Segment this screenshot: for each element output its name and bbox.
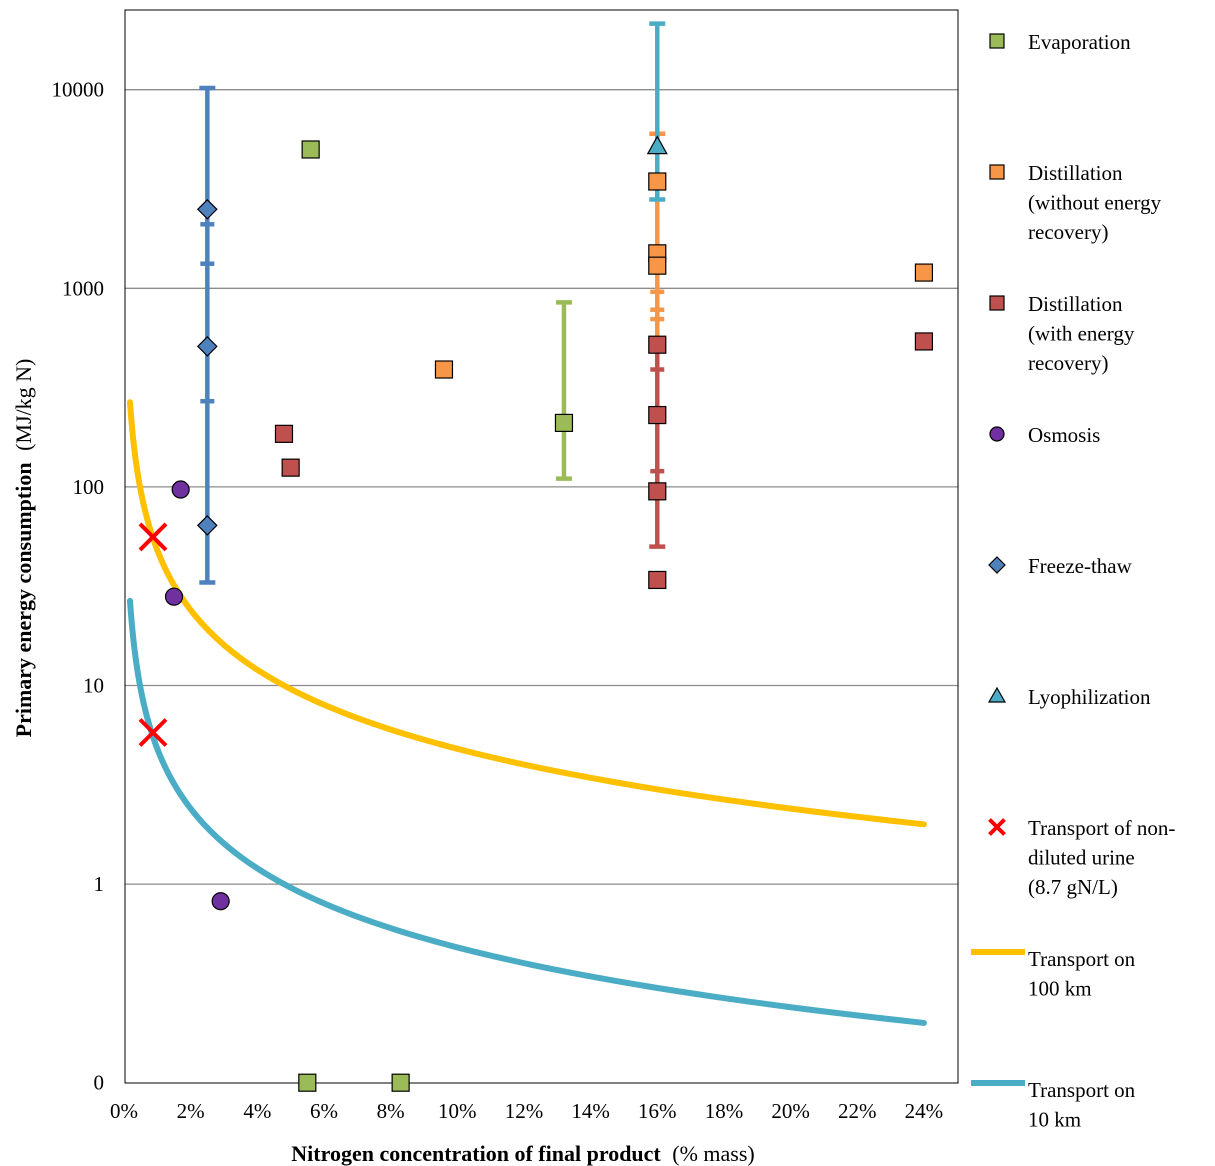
x-tick-label: 2%	[177, 1099, 205, 1123]
legend-swatch	[989, 164, 1005, 180]
data-point	[648, 482, 667, 501]
y-tick-label: 100	[73, 475, 105, 499]
data-point	[648, 256, 667, 275]
x-tick-label: 6%	[310, 1099, 338, 1123]
data-point	[196, 515, 218, 536]
y-axis-title-unit: (MJ/kg N)	[11, 359, 36, 451]
data-point	[298, 1073, 317, 1092]
data-point	[274, 424, 294, 443]
legend-entry: Transport on 100 km	[971, 947, 1136, 1001]
legend-swatch	[989, 33, 1005, 49]
x-axis-tick-labels: 0% 2% 4% 6% 8% 10% 12% 14% 16% 18% 20% 22% 24%	[110, 1099, 943, 1123]
data-point	[211, 892, 230, 911]
x-stroke	[138, 522, 168, 552]
legend-entry: Transport on 10 km	[971, 1078, 1136, 1132]
data-point	[914, 263, 934, 282]
series-curve	[127, 597, 927, 1026]
data-markers	[138, 135, 934, 1092]
data-point	[196, 198, 218, 220]
legend-swatch	[988, 818, 1006, 836]
legend-swatch	[989, 426, 1005, 442]
y-axis-title: Primary energy consumption (MJ/kg N)	[11, 359, 36, 738]
y-tick-label: 0	[94, 1071, 105, 1095]
x-tick-label: 16%	[638, 1099, 677, 1123]
x-tick-label: 8%	[377, 1099, 405, 1123]
x-tick-label: 12%	[505, 1099, 544, 1123]
x-tick-label: 4%	[243, 1099, 271, 1123]
x-axis-title-unit: (% mass)	[672, 1141, 754, 1166]
legend-swatch	[987, 686, 1007, 703]
y-tick-label: 10	[83, 674, 104, 698]
data-point	[434, 360, 454, 379]
legend-label: Osmosis	[1028, 423, 1100, 447]
data-point	[914, 332, 934, 351]
legend-entry: Osmosis	[989, 423, 1100, 447]
data-point	[648, 172, 667, 191]
data-point	[138, 522, 168, 552]
legend-label: Freeze-thaw	[1028, 554, 1133, 578]
legend-label: Evaporation	[1028, 30, 1131, 54]
legend-swatch	[989, 295, 1005, 311]
gridlines	[125, 89, 958, 885]
legend-entry: Distillation (with energy recovery)	[989, 292, 1135, 375]
legend-label: 10 km	[1028, 1108, 1081, 1132]
legend-swatch	[988, 556, 1006, 574]
legend-label: 100 km	[1028, 977, 1092, 1001]
legend-label: Distillation	[1028, 292, 1123, 316]
transport-curves	[127, 399, 927, 1026]
legend-entry: Freeze-thaw	[988, 554, 1133, 578]
x-axis-title-main: Nitrogen concentration of final product	[291, 1141, 661, 1166]
legend-label: Transport on	[1028, 947, 1136, 971]
legend-entry: Transport of non-diluted urine (8.7 gN/L)	[988, 816, 1175, 899]
y-axis-tick-labels: 0 1 10 100 1000 10000	[52, 78, 105, 1095]
legend-label: recovery)	[1028, 351, 1108, 375]
data-point	[138, 718, 168, 747]
y-axis-title-main: Primary energy consumption	[11, 462, 36, 737]
x-tick-label: 20%	[771, 1099, 810, 1123]
x-stroke	[988, 818, 1006, 836]
legend-label: (with energy	[1028, 322, 1135, 346]
data-point	[391, 1073, 410, 1092]
data-point	[281, 458, 300, 477]
legend-label: recovery)	[1028, 220, 1108, 244]
legend-entry: Evaporation	[989, 30, 1131, 54]
data-point	[648, 570, 667, 590]
legend-label: Lyophilization	[1028, 685, 1151, 709]
data-point	[646, 135, 668, 155]
y-tick-label: 10000	[52, 78, 105, 102]
legend: Evaporation Distillation (without energy re…	[971, 30, 1175, 1132]
y-tick-label: 1	[94, 872, 105, 896]
legend-entry: Distillation (without energy recovery)	[989, 161, 1162, 244]
x-tick-label: 24%	[905, 1099, 944, 1123]
x-tick-label: 22%	[838, 1099, 877, 1123]
series-curve	[127, 399, 927, 828]
legend-label: Distillation	[1028, 161, 1123, 185]
legend-label: diluted urine	[1028, 846, 1135, 870]
y-tick-label: 1000	[62, 276, 104, 300]
data-point	[171, 480, 190, 499]
legend-label: Transport of non-	[1028, 816, 1175, 840]
x-tick-label: 18%	[705, 1099, 744, 1123]
x-tick-label: 0%	[110, 1099, 138, 1123]
x-tick-label: 10%	[438, 1099, 477, 1123]
data-point	[648, 335, 667, 354]
legend-label: (without energy	[1028, 191, 1162, 215]
x-stroke	[138, 718, 168, 747]
data-point	[196, 336, 218, 357]
data-point	[301, 140, 320, 159]
legend-entry: Lyophilization	[987, 685, 1151, 709]
legend-label: Transport on	[1028, 1078, 1136, 1102]
x-tick-label: 14%	[571, 1099, 610, 1123]
error-bars	[199, 21, 666, 585]
data-point	[554, 413, 574, 433]
data-point	[648, 405, 667, 425]
x-axis-title: Nitrogen concentration of final product …	[291, 1141, 754, 1166]
data-point	[164, 587, 184, 606]
plot-area-frame	[124, 9, 959, 1084]
legend-label: (8.7 gN/L)	[1028, 875, 1118, 899]
